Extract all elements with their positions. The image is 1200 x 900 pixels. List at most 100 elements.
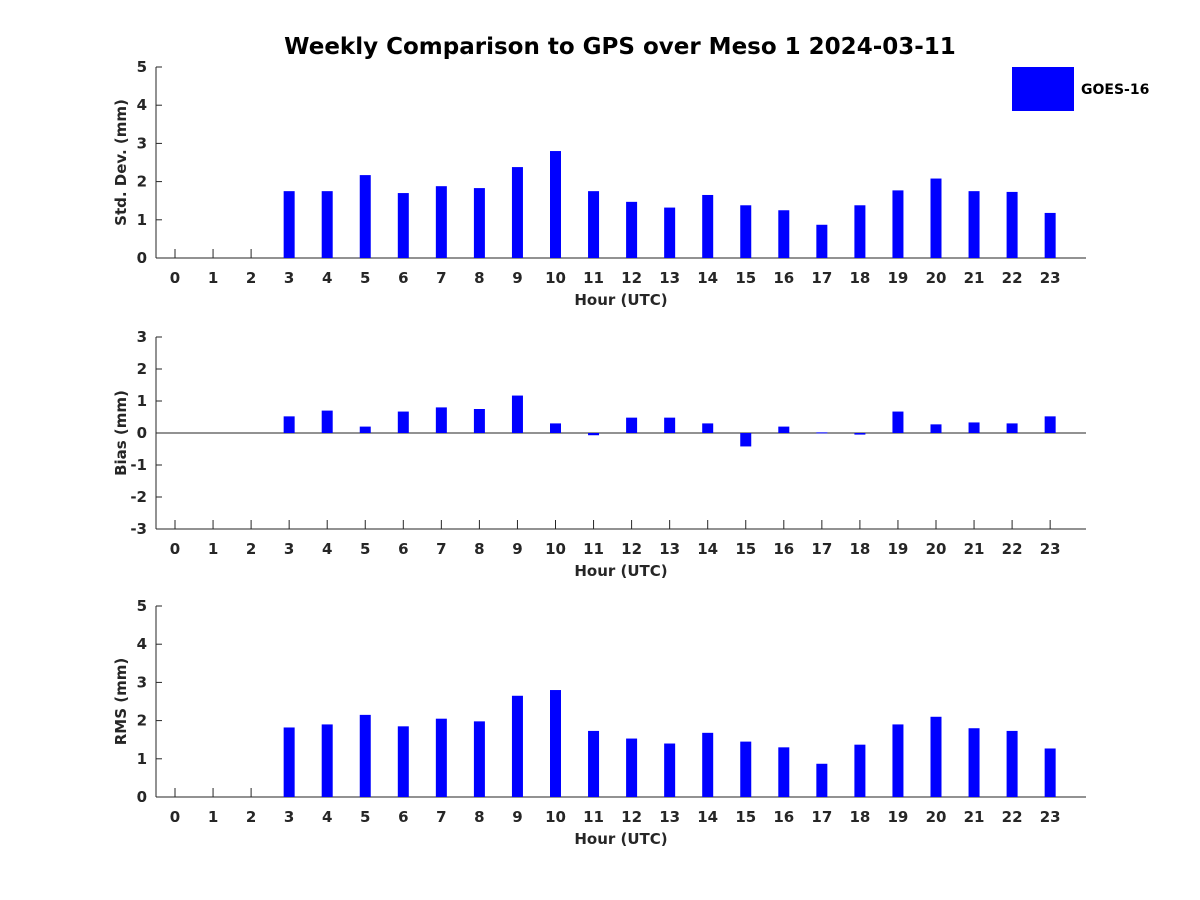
x-tick-label: 11 [583,269,604,287]
bar-rms-hour-19 [892,724,904,797]
x-tick-label: 9 [512,269,522,287]
x-tick-label: 10 [545,269,566,287]
bar-bias-hour-9 [511,395,523,433]
bar-std-hour-11 [588,191,600,258]
y-tick-label: 3 [137,134,147,152]
x-tick-label: 23 [1040,808,1061,826]
x-tick-label: 0 [170,269,180,287]
x-tick-label: 7 [436,808,446,826]
y-axis-label: Std. Dev. (mm) [112,99,130,226]
bar-bias-hour-21 [968,422,980,433]
y-tick-label: 0 [137,424,147,442]
x-tick-label: 19 [888,540,909,558]
bar-rms-hour-5 [359,714,371,797]
x-tick-label: 12 [621,540,642,558]
x-tick-label: 5 [360,269,370,287]
x-tick-label: 16 [773,540,794,558]
bar-bias-hour-14 [702,423,714,433]
bar-rms-hour-15 [740,741,752,797]
bar-std-hour-18 [854,205,866,258]
x-tick-label: 16 [773,808,794,826]
bar-std-hour-20 [930,178,942,258]
bar-std-hour-8 [473,188,485,258]
x-tick-label: 3 [284,269,294,287]
bar-rms-hour-9 [511,695,523,797]
bar-rms-hour-14 [702,732,714,797]
bar-bias-hour-23 [1044,416,1056,433]
x-tick-label: 15 [735,269,756,287]
bar-bias-hour-5 [359,426,371,433]
x-tick-label: 12 [621,269,642,287]
y-tick-label: 2 [137,173,147,191]
y-tick-label: -3 [130,520,147,538]
y-tick-label: 4 [137,635,147,653]
x-tick-label: 5 [360,540,370,558]
bar-std-hour-9 [511,167,523,258]
x-tick-label: 15 [735,808,756,826]
x-tick-label: 14 [697,540,718,558]
bar-bias-hour-20 [930,424,942,433]
bar-bias-hour-12 [626,417,638,433]
bar-std-hour-16 [778,210,790,258]
y-axis-label: RMS (mm) [112,658,130,745]
x-tick-label: 21 [964,808,985,826]
x-tick-label: 16 [773,269,794,287]
y-tick-label: -2 [130,488,147,506]
x-tick-label: 9 [512,808,522,826]
bar-bias-hour-22 [1006,423,1018,433]
bar-bias-hour-7 [435,407,447,433]
x-tick-label: 8 [474,808,484,826]
y-tick-label: 2 [137,712,147,730]
x-tick-label: 8 [474,269,484,287]
bar-rms-hour-20 [930,716,942,797]
y-tick-label: 0 [137,249,147,267]
bar-bias-hour-10 [550,423,561,433]
x-tick-label: 11 [583,540,604,558]
bar-rms-hour-6 [397,726,409,797]
x-tick-label: 0 [170,540,180,558]
y-tick-label: 3 [137,328,147,346]
x-tick-label: 14 [697,808,718,826]
bar-std-hour-6 [397,193,409,258]
bar-rms-hour-11 [588,730,600,797]
x-tick-label: 1 [208,808,218,826]
x-tick-label: 22 [1002,808,1023,826]
x-tick-label: 1 [208,269,218,287]
x-tick-label: 18 [849,808,870,826]
legend-swatch-goes-16 [1012,67,1074,111]
bar-std-hour-10 [550,151,561,258]
y-tick-label: 1 [137,750,147,768]
bar-rms-hour-8 [473,721,485,797]
y-tick-label: 0 [137,788,147,806]
bar-bias-hour-16 [778,426,790,433]
bar-rms-hour-23 [1044,748,1056,797]
bar-std-hour-15 [740,205,752,258]
x-tick-label: 6 [398,540,408,558]
bar-bias-hour-6 [397,411,409,433]
bar-rms-hour-16 [778,747,790,797]
y-tick-label: 5 [137,597,147,615]
x-axis-label: Hour (UTC) [574,291,667,309]
bar-bias-hour-4 [321,410,333,433]
x-tick-label: 12 [621,808,642,826]
bar-rms-hour-18 [854,744,866,797]
x-tick-label: 22 [1002,540,1023,558]
x-tick-label: 4 [322,808,332,826]
x-tick-label: 18 [849,269,870,287]
x-tick-label: 20 [926,269,947,287]
bar-rms-hour-21 [968,728,980,797]
bar-std-hour-5 [359,175,371,258]
x-tick-label: 20 [926,808,947,826]
bar-std-hour-23 [1044,212,1056,258]
x-tick-label: 13 [659,540,680,558]
bar-std-hour-14 [702,194,714,258]
bar-rms-hour-7 [435,718,447,797]
y-axis-label: Bias (mm) [112,390,130,476]
x-tick-label: 13 [659,269,680,287]
x-tick-label: 8 [474,540,484,558]
y-tick-label: -1 [130,456,147,474]
bar-bias-hour-17 [816,432,828,434]
x-tick-label: 23 [1040,540,1061,558]
